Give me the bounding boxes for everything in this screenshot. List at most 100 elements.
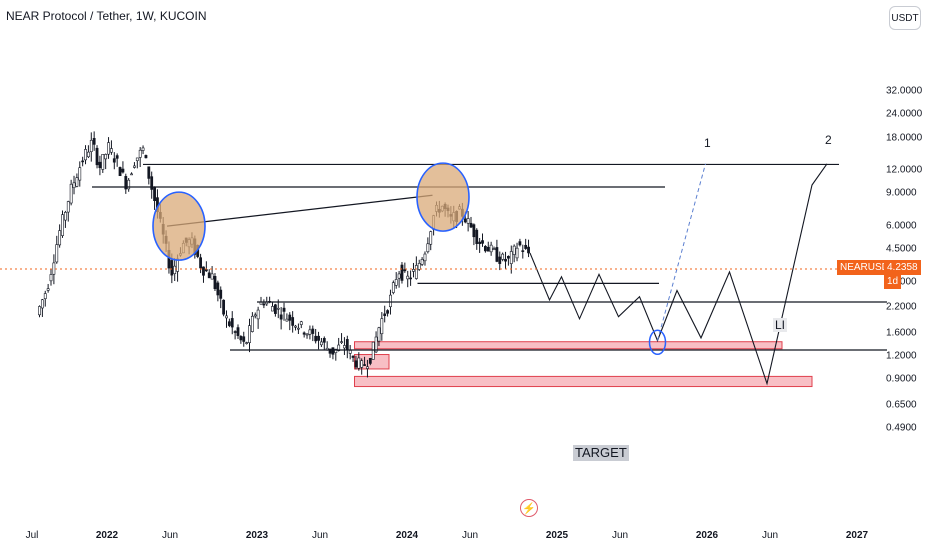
candle-body	[426, 243, 430, 253]
candle-body	[389, 294, 392, 308]
candle-body	[250, 315, 254, 332]
y-tick-label: 0.6500	[886, 399, 917, 411]
candle-body	[61, 214, 64, 236]
x-tick-label: Jun	[311, 530, 329, 541]
candle-body	[331, 347, 335, 355]
candle-body	[75, 177, 79, 187]
candle-body	[414, 265, 418, 279]
candle-body	[81, 160, 85, 163]
candle-body	[38, 306, 41, 316]
candle-body	[371, 341, 375, 360]
candle-body	[305, 333, 309, 336]
pivot-circle	[648, 329, 667, 356]
candle-body	[504, 258, 507, 262]
candle-body	[55, 244, 59, 263]
candle-body	[343, 345, 346, 349]
candle-body	[463, 218, 467, 223]
candle-body	[248, 325, 251, 343]
candle-body	[87, 151, 90, 158]
candle-body	[110, 148, 113, 153]
candle-body	[52, 262, 56, 275]
y-tick-label: 6.0000	[886, 220, 917, 232]
y-tick-label: 9.0000	[886, 187, 917, 199]
candle-body	[357, 357, 361, 369]
wave-label-1: 1	[704, 136, 711, 150]
candle-body	[219, 289, 223, 299]
candle-body	[340, 341, 343, 343]
candle-body	[334, 348, 338, 353]
lightning-icon[interactable]: ⚡	[520, 499, 538, 517]
y-tick-label: 0.9000	[886, 373, 917, 385]
y-tick-label: 4.5000	[886, 243, 917, 255]
candle-body	[242, 336, 246, 342]
candle-body	[112, 158, 116, 163]
x-tick-label: Jun	[461, 530, 479, 541]
candle-body	[213, 276, 217, 290]
x-tick-label: 2027	[845, 530, 869, 541]
price-badge-symbol: NEARUSDT	[837, 260, 899, 275]
wave-label-2: 2	[825, 133, 832, 147]
candle-body	[133, 165, 136, 168]
candle-body	[314, 335, 318, 342]
currency-button[interactable]: USDT	[889, 6, 921, 30]
y-tick-label: 24.0000	[886, 108, 923, 120]
candle-body	[354, 360, 358, 368]
x-tick-label: 2022	[95, 530, 119, 541]
x-tick-label: 2025	[545, 530, 569, 541]
candle-body	[380, 318, 384, 335]
candle-body	[501, 253, 505, 260]
candle-body	[72, 182, 76, 189]
candle-body	[233, 331, 237, 333]
candle-body	[63, 212, 67, 221]
candle-body	[377, 327, 381, 342]
y-tick-label: 3.0000	[886, 276, 917, 288]
candle-body	[351, 355, 355, 358]
candle-body	[288, 314, 292, 321]
candle-body	[492, 248, 496, 250]
candle-body	[95, 147, 99, 166]
candle-body	[130, 173, 133, 176]
candle-body	[279, 314, 283, 320]
candle-body	[386, 310, 389, 314]
candle-body	[207, 272, 211, 279]
candle-body	[58, 230, 62, 246]
target-label: TARGET	[573, 445, 629, 461]
chart-title: NEAR Protocol / Tether, 1W, KUCOIN	[6, 9, 207, 23]
y-tick-label: 1.6000	[886, 327, 917, 339]
candle-body	[78, 167, 82, 181]
candle-body	[101, 153, 105, 170]
level-label: LI	[773, 318, 788, 332]
candle-body	[256, 309, 260, 320]
candle-body	[141, 147, 145, 151]
x-tick-label: 2023	[245, 530, 269, 541]
y-tick-label: 18.0000	[886, 132, 923, 144]
candle-body	[498, 256, 502, 264]
candle-body	[317, 335, 320, 341]
candle-body	[262, 303, 266, 306]
candle-body	[368, 357, 372, 364]
price-badge-value: 4.2358	[884, 260, 921, 275]
candle-body	[475, 229, 479, 244]
candle-body	[518, 241, 522, 246]
candle-body	[400, 264, 404, 281]
x-tick-label: Jun	[611, 530, 629, 541]
projection-path	[529, 163, 828, 386]
candle-body	[147, 166, 151, 179]
candle-body	[348, 350, 352, 354]
candle-body	[98, 161, 102, 169]
candle-body	[230, 318, 234, 328]
candle-body	[328, 348, 332, 354]
candle-body	[320, 341, 323, 346]
candle-body	[118, 167, 122, 177]
candle-body	[170, 260, 174, 276]
candle-body	[420, 259, 424, 265]
candle-body	[345, 339, 349, 351]
candle-body	[469, 222, 473, 228]
candle-body	[423, 253, 427, 262]
candle-body	[383, 313, 387, 316]
candle-body	[509, 251, 513, 264]
candle-body	[512, 245, 516, 255]
candle-body	[89, 139, 93, 152]
candle-body	[495, 247, 499, 262]
